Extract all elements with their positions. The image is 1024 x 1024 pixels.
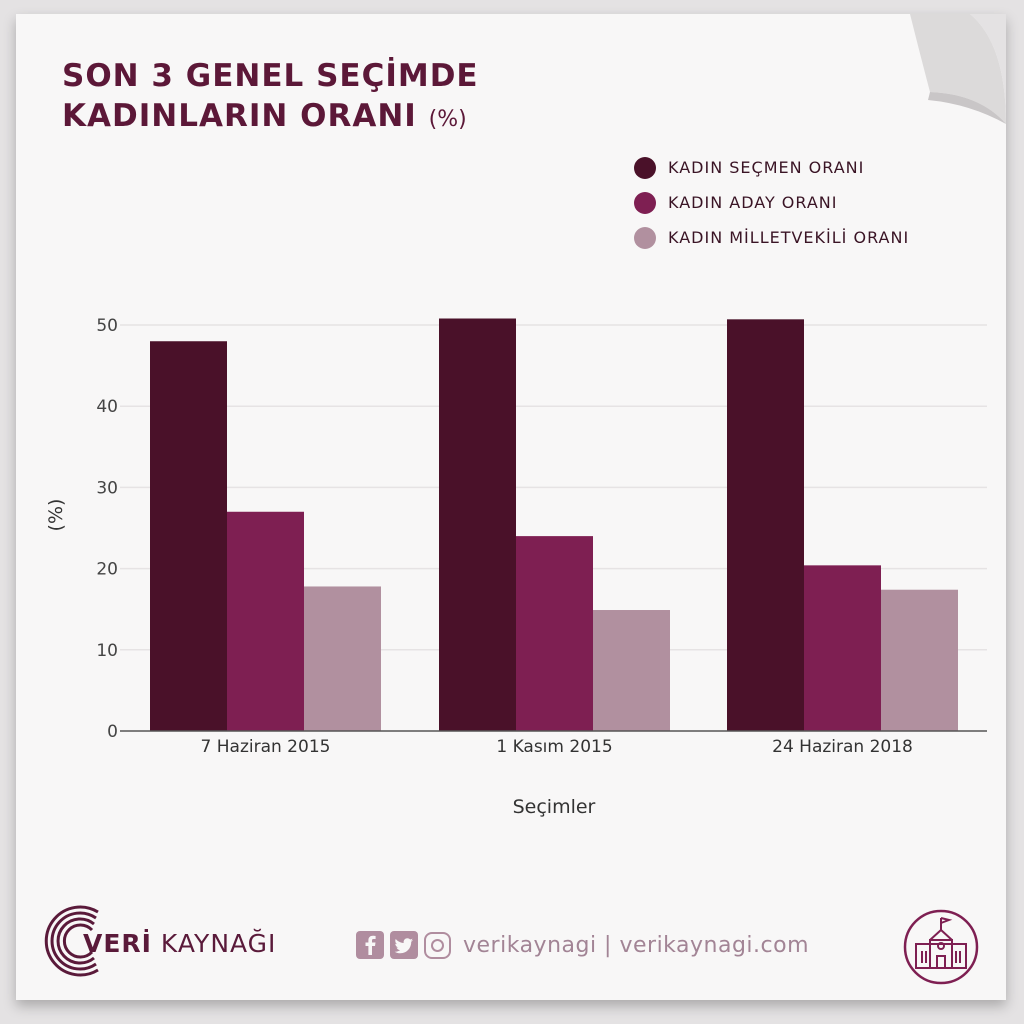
bar-voter [439,318,516,731]
bar-candidate [516,536,593,731]
facebook-icon[interactable] [356,931,384,959]
legend-label-mp: KADIN MİLLETVEKİLİ ORANI [668,228,910,247]
x-axis-title: Seçimler [513,796,596,818]
social-handle[interactable]: verikaynagi | verikaynagi.com [463,932,810,958]
social-links: verikaynagi | verikaynagi.com [356,931,809,959]
legend-item-mp: KADIN MİLLETVEKİLİ ORANI [634,220,909,255]
brand-name: VERİ KAYNAĞI [83,929,276,958]
title-line-1: SON 3 GENEL SEÇİMDE [62,58,479,94]
y-tick-label: 30 [96,478,118,498]
bar-voter [150,341,227,731]
brand-bold: VERİ [83,929,152,958]
twitter-icon[interactable] [390,931,418,959]
bar-mp [593,610,670,731]
bar-candidate [804,565,881,731]
y-axis-title: (%) [45,499,67,532]
legend-swatch-candidate [634,191,656,214]
x-tick-label: 24 Haziran 2018 [772,737,913,757]
chart-title: SON 3 GENEL SEÇİMDE KADINLARIN ORANI (%) [62,56,479,140]
legend-label-candidate: KADIN ADAY ORANI [668,193,838,212]
y-tick-label: 50 [96,316,118,336]
y-tick-label: 20 [96,560,118,580]
y-tick-label: 0 [107,722,118,742]
instagram-lens [431,938,444,952]
legend-swatch-mp [634,226,656,249]
instagram-icon[interactable] [424,931,451,959]
bar-voter [727,319,804,731]
bar-mp [304,586,381,731]
veri-kaynagi-logo-icon [44,905,99,977]
legend-label-voter: KADIN SEÇMEN ORANI [668,158,865,177]
legend-swatch-voter [634,156,656,179]
bar-candidate [227,511,304,731]
title-line-2: KADINLARIN ORANI [62,98,417,134]
brand-rest: KAYNAĞI [151,929,277,958]
page-curl-decoration [910,14,1006,124]
building-badge-icon [903,909,979,985]
x-tick-label: 7 Haziran 2015 [201,737,331,757]
legend-item-voter: KADIN SEÇMEN ORANI [634,150,909,185]
y-tick-label: 10 [96,641,118,661]
legend-item-candidate: KADIN ADAY ORANI [634,185,909,220]
x-tick-label: 1 Kasım 2015 [496,737,612,757]
y-tick-label: 40 [96,397,118,417]
title-unit: (%) [428,107,467,132]
bar-mp [881,589,958,731]
legend: KADIN SEÇMEN ORANI KADIN ADAY ORANI KADI… [634,150,909,255]
